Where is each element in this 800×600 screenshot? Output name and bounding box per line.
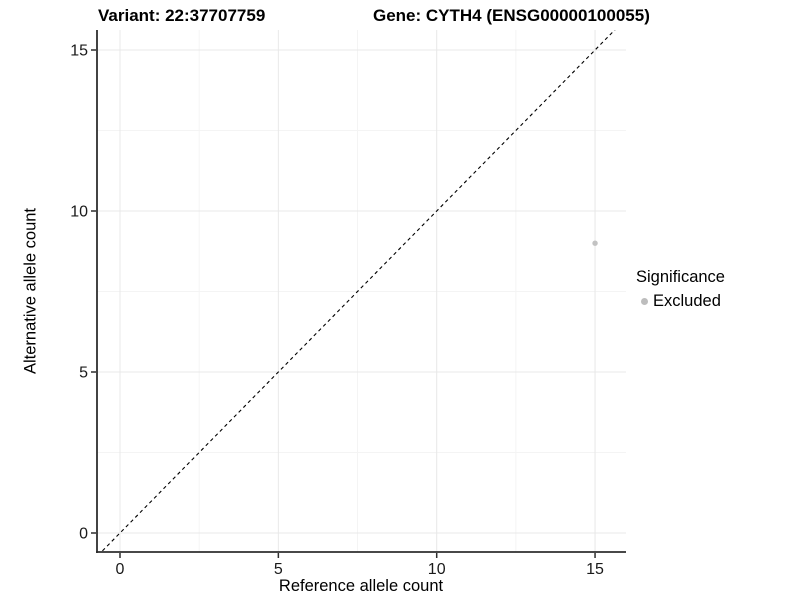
y-tick-label: 0 (79, 526, 88, 543)
data-point (592, 240, 598, 246)
y-axis-title: Alternative allele count (21, 207, 40, 375)
x-tick-label: 10 (428, 561, 446, 578)
legend-title: Significance (636, 268, 725, 286)
x-tick-label: 0 (116, 561, 125, 578)
y-tick-label: 15 (70, 43, 88, 60)
x-tick-label: 5 (274, 561, 283, 578)
x-tick-label: 15 (586, 561, 604, 578)
y-tick-label: 5 (79, 365, 88, 382)
legend-entry-label: Excluded (653, 292, 721, 310)
legend-point-icon (641, 298, 648, 305)
gene-title: Gene: CYTH4 (ENSG00000100055) (373, 6, 650, 25)
y-tick-label: 10 (70, 204, 88, 221)
variant-title: Variant: 22:37707759 (98, 6, 266, 25)
legend: Significance Excluded (636, 268, 725, 311)
legend-entry-excluded: Excluded (636, 292, 725, 311)
x-axis-title: Reference allele count (278, 577, 444, 595)
identity-reference-line (100, 30, 616, 552)
